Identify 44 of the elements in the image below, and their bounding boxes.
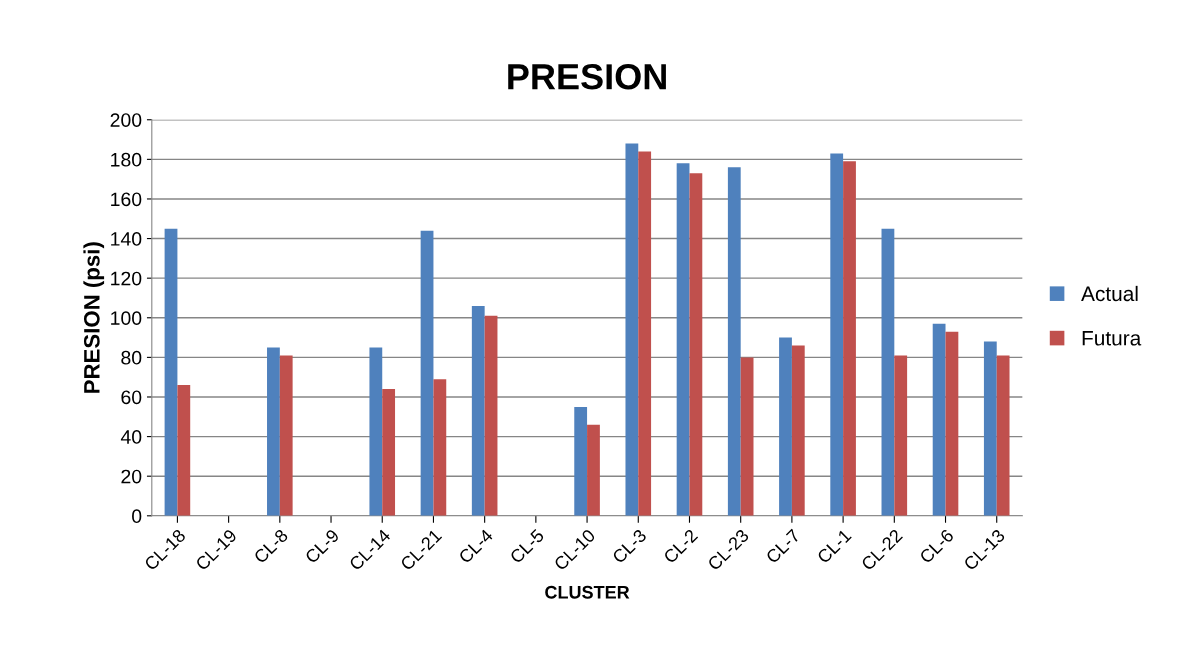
bar (676, 163, 690, 516)
y-tick-label: 160 (111, 192, 142, 207)
bar (433, 379, 447, 516)
y-tick-label: 20 (121, 469, 142, 484)
bar (369, 347, 383, 516)
bar (932, 323, 946, 516)
y-tick-label: 40 (120, 430, 142, 444)
y-tick-label: 60 (121, 390, 142, 405)
y-tick-label: 200 (110, 113, 142, 127)
y-axis-title: PRESION (psi) (83, 242, 105, 393)
bar (779, 337, 792, 516)
bar (574, 406, 588, 516)
bar (420, 230, 434, 516)
x-axis-title: CLUSTER (545, 585, 630, 599)
y-tick-label: 0 (132, 509, 142, 524)
chart-title: PRESION (508, 63, 666, 90)
bar (625, 143, 639, 516)
bar (484, 315, 498, 516)
bar (740, 357, 754, 516)
bar (382, 389, 396, 516)
bar (830, 153, 844, 516)
y-tick-label: 100 (111, 311, 142, 326)
bar (881, 228, 895, 516)
bar (945, 331, 959, 516)
bar (587, 424, 600, 516)
bar (996, 355, 1010, 516)
legend-label: Futura (1082, 331, 1142, 346)
bar (638, 151, 652, 516)
bar (471, 305, 485, 516)
legend-label: Actual (1081, 285, 1138, 302)
y-tick-label: 180 (111, 152, 142, 167)
bar (791, 345, 805, 516)
bar (164, 228, 178, 516)
y-tick-label: 120 (111, 271, 142, 286)
bar (727, 167, 741, 516)
bar (689, 173, 703, 516)
bar (894, 355, 908, 516)
bar (279, 355, 293, 516)
bar (843, 161, 856, 516)
bar (177, 385, 191, 516)
y-tick-label: 140 (111, 232, 142, 246)
y-tick-label: 80 (121, 350, 142, 365)
bar (983, 341, 997, 516)
bar (267, 347, 280, 516)
